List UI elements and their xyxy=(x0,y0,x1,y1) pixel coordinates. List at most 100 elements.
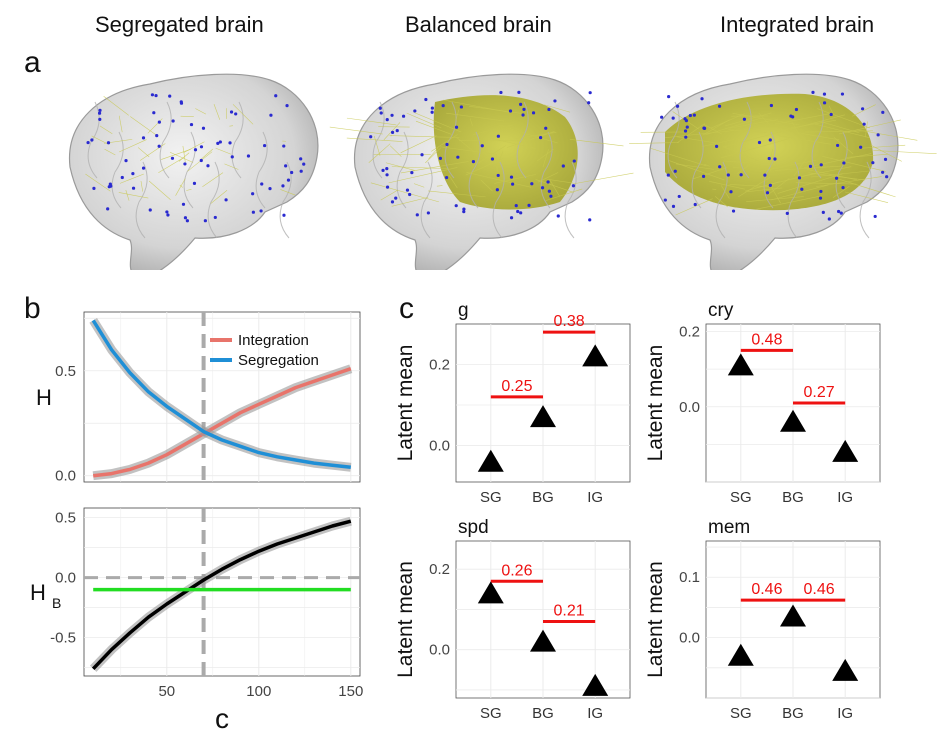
connection-line xyxy=(712,188,717,190)
brain-node xyxy=(797,176,802,180)
brain-node xyxy=(763,173,767,177)
connection-line xyxy=(413,183,425,188)
connection-line xyxy=(385,162,415,171)
brain-node xyxy=(148,208,152,212)
brain-node xyxy=(587,101,591,105)
connection-line xyxy=(732,113,799,126)
connection-line xyxy=(195,108,207,115)
brain-node xyxy=(183,216,188,220)
brain-node xyxy=(671,116,675,120)
brain-node xyxy=(166,213,170,217)
brain-node xyxy=(834,176,839,180)
connection-line xyxy=(777,135,831,145)
connection-line xyxy=(573,172,634,185)
connection-line xyxy=(788,119,836,129)
connection-line xyxy=(828,105,834,115)
connection-line xyxy=(723,131,780,148)
brain-node xyxy=(739,173,743,177)
brain-node xyxy=(259,209,263,213)
connection-line xyxy=(346,137,403,142)
connection-line xyxy=(852,104,876,117)
x-tick-label: BG xyxy=(532,489,554,506)
brain-node xyxy=(521,113,525,117)
brain-node xyxy=(181,202,186,206)
connection-line xyxy=(406,112,442,129)
brain-node xyxy=(822,101,827,105)
brain-node xyxy=(876,133,880,137)
x-tick-label: SG xyxy=(480,705,502,722)
brain-node xyxy=(201,126,206,130)
brain-node xyxy=(285,104,289,108)
brain-node xyxy=(531,111,536,115)
brain-node xyxy=(819,189,823,194)
brain-node xyxy=(203,219,207,223)
brain-node xyxy=(408,192,412,197)
connection-line xyxy=(370,182,439,203)
brain-node xyxy=(92,186,96,191)
brain-node xyxy=(213,215,217,220)
brain-node xyxy=(185,219,189,223)
connection-line xyxy=(388,167,458,184)
connection-line xyxy=(182,145,186,163)
brain-title-segregated: Segregated brain xyxy=(95,12,264,37)
brain-node xyxy=(822,92,827,96)
panel-letter-a: a xyxy=(24,46,41,79)
brain-node xyxy=(794,107,799,112)
brain-node xyxy=(230,155,234,159)
connection-line xyxy=(544,104,571,113)
brain-node xyxy=(263,143,267,148)
brain-node xyxy=(260,182,264,186)
x-tick-label: IG xyxy=(837,489,853,506)
connection-line xyxy=(213,104,221,120)
connection-line xyxy=(469,118,473,127)
connection-line xyxy=(715,196,728,208)
connection-line xyxy=(836,178,896,198)
brain-node xyxy=(829,112,833,117)
connection-line xyxy=(710,113,745,129)
connection-line xyxy=(229,125,234,127)
brain-node xyxy=(495,188,499,192)
brain-node xyxy=(511,182,515,186)
brain-node xyxy=(462,210,466,214)
connection-line xyxy=(779,114,846,133)
x-tick-label: SG xyxy=(730,489,752,506)
brain-node xyxy=(660,115,664,119)
series-line-integration xyxy=(93,367,352,478)
brain-node xyxy=(229,110,234,114)
connection-line xyxy=(675,198,713,216)
connection-line xyxy=(777,173,843,194)
latent-mean-marker-bg xyxy=(780,604,806,627)
connection-line xyxy=(130,116,157,136)
difference-label: 0.25 xyxy=(501,378,532,395)
connection-line xyxy=(125,189,130,201)
x-tick-label: BG xyxy=(532,705,554,722)
brain-node xyxy=(860,107,865,111)
x-axis-label-c: c xyxy=(215,703,229,734)
connection-line xyxy=(118,115,123,133)
brain-node xyxy=(218,140,222,144)
connection-line xyxy=(705,117,762,136)
brain-node xyxy=(471,160,476,164)
gyrus-line xyxy=(396,131,409,209)
difference-label: 0.27 xyxy=(804,384,835,401)
brain-node xyxy=(155,134,159,138)
brain-node xyxy=(90,138,94,142)
connection-line xyxy=(158,157,184,173)
x-tick-label: IG xyxy=(587,705,603,722)
brain-node xyxy=(413,109,417,113)
brain-node xyxy=(228,141,232,145)
connection-line xyxy=(428,190,486,198)
brain-node xyxy=(757,140,762,145)
brain-node xyxy=(420,153,424,157)
brain-node xyxy=(401,114,406,118)
connection-line xyxy=(448,175,458,189)
brain-node xyxy=(540,186,545,190)
brain-node xyxy=(800,187,804,191)
gyrus-line xyxy=(691,131,704,209)
gyrus-line xyxy=(715,161,728,239)
difference-label: 0.38 xyxy=(554,313,585,330)
brain-renderings xyxy=(68,73,937,270)
brain-node xyxy=(282,213,286,217)
connection-line xyxy=(817,108,871,129)
brain-node xyxy=(692,113,696,117)
